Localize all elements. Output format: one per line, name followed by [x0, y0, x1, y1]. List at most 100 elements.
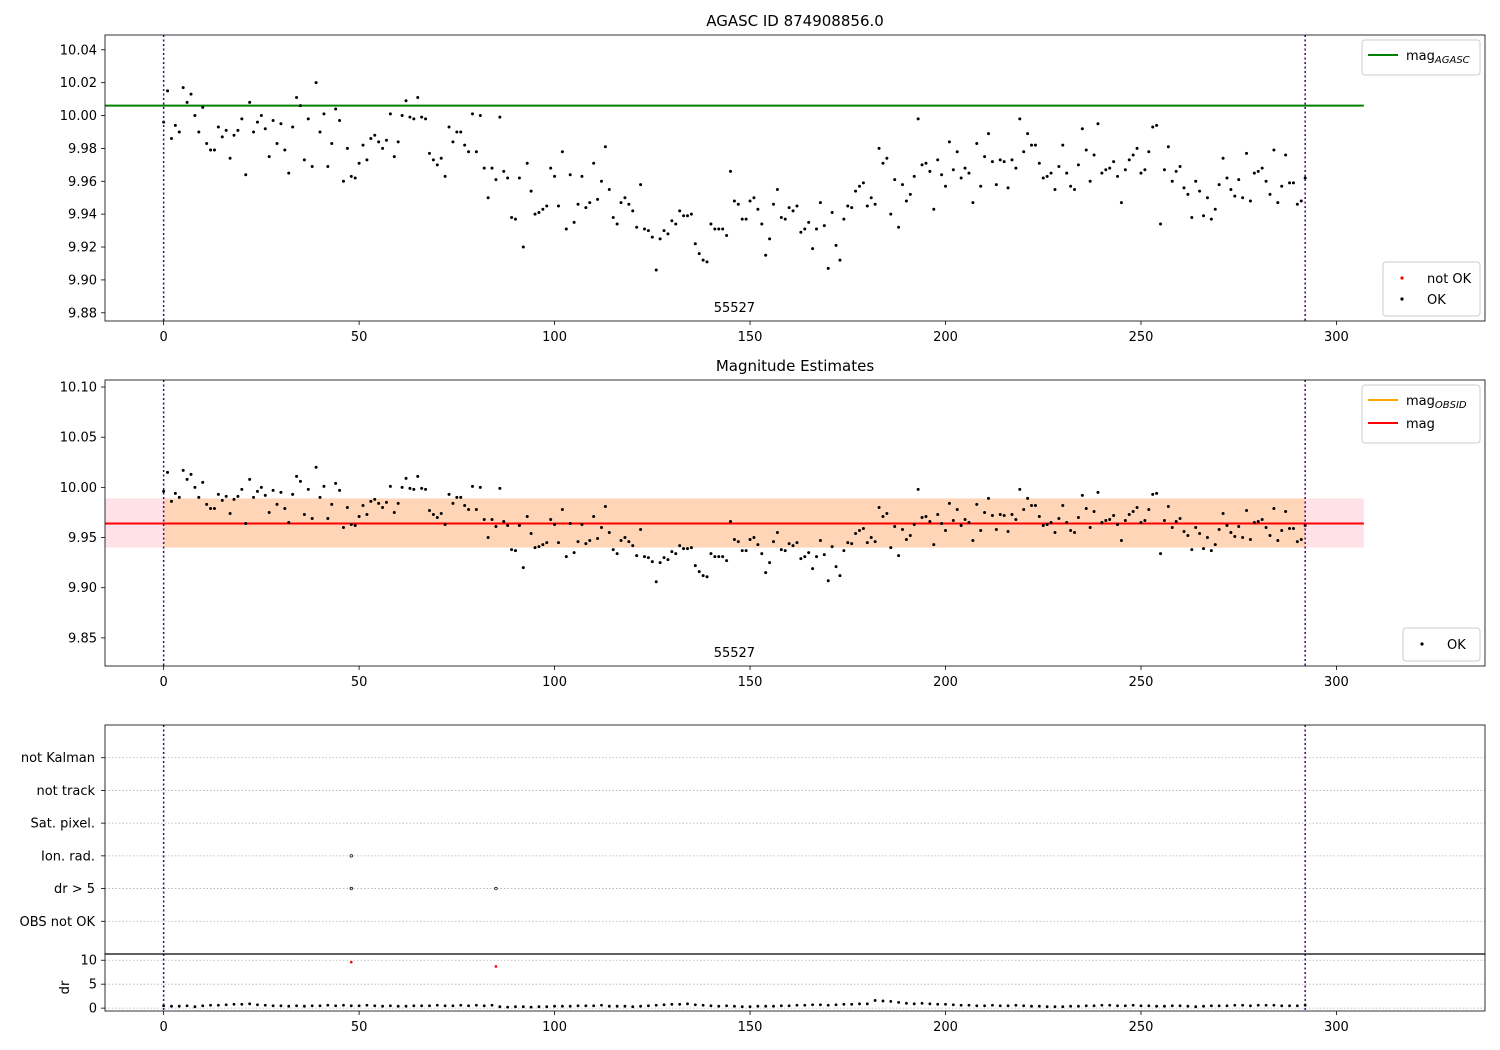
flag-category-label: Ion. rad.: [41, 849, 95, 864]
magnitude-point: [869, 196, 873, 200]
magnitude-point: [205, 502, 209, 506]
magnitude-point: [427, 151, 431, 155]
estimates-axes-frame: [104, 379, 1486, 667]
magnitude-point: [1233, 535, 1237, 539]
magnitude-point: [349, 523, 353, 527]
x-tick-label: 100: [542, 675, 567, 690]
magnitude-point: [650, 560, 654, 564]
magnitude-point: [646, 229, 650, 233]
magnitude-point: [193, 114, 197, 118]
magnitude-point: [541, 207, 545, 211]
magnitude-point: [470, 112, 474, 116]
magnitude-point: [811, 567, 815, 571]
magnitude-point: [955, 507, 959, 511]
magnitude-point: [1303, 176, 1307, 180]
magnitude-point: [603, 145, 607, 149]
magnitude-point: [275, 141, 279, 145]
dr-point: [1022, 1004, 1026, 1008]
magnitude-point: [209, 506, 213, 510]
magnitude-point: [189, 472, 193, 476]
magnitude-point: [1080, 127, 1084, 131]
magnitude-point: [877, 146, 881, 150]
magnitude-point: [408, 115, 412, 119]
dr-point: [646, 1004, 650, 1008]
magnitude-point: [709, 222, 713, 226]
magnitude-point: [1256, 519, 1260, 523]
dr-point: [772, 1004, 775, 1008]
magnitude-point: [416, 474, 420, 478]
magnitude-point: [513, 217, 517, 221]
magnitude-point: [533, 546, 537, 550]
dr-point: [1209, 1004, 1213, 1008]
magnitude-point: [1182, 530, 1186, 534]
dr-point: [803, 1003, 807, 1007]
magnitude-point: [662, 556, 666, 560]
magnitude-point: [1100, 520, 1104, 524]
magnitude-point: [369, 137, 373, 141]
magnitude-point: [967, 171, 971, 175]
dr-point: [959, 1003, 963, 1007]
magnitude-point: [998, 158, 1002, 162]
dr-point: [310, 1004, 314, 1008]
magnitude-point: [439, 511, 443, 515]
magnitude-point: [701, 258, 705, 262]
magnitude-point: [283, 148, 287, 152]
magnitude-point: [1076, 515, 1080, 519]
magnitude-point: [1225, 524, 1229, 528]
magnitude-point: [224, 494, 228, 498]
magnitude-point: [721, 227, 725, 231]
dr-point: [811, 1003, 814, 1007]
magnitude-point: [1248, 538, 1252, 542]
magnitude-point: [1162, 518, 1166, 522]
magnitude-point: [365, 512, 369, 516]
magnitude-point: [404, 476, 408, 480]
y-tick-label: 9.88: [68, 306, 97, 321]
magnitude-point: [877, 505, 881, 509]
magnitude-point: [615, 222, 619, 226]
magnitude-point: [287, 171, 291, 175]
magnitude-point: [556, 541, 560, 545]
dr-point: [529, 1005, 533, 1009]
legend-marker: [1400, 297, 1404, 301]
dr-point: [428, 1004, 431, 1008]
magnitude-point: [1268, 192, 1272, 196]
magnitude-point: [1010, 158, 1014, 162]
magnitude-point: [322, 484, 326, 488]
magnitude-point: [1010, 512, 1014, 516]
magnitude-point: [224, 128, 228, 132]
magnitude-point: [553, 174, 557, 178]
magnitude-point: [1002, 160, 1006, 164]
magnitude-point: [670, 219, 674, 223]
dr-point: [381, 1004, 384, 1008]
magnitude-point: [830, 211, 834, 215]
magnitude-point: [1069, 529, 1073, 533]
magnitude-point: [947, 501, 951, 505]
dr-point: [819, 1003, 822, 1007]
magnitude-point: [1248, 199, 1252, 203]
magnitude-point: [854, 189, 858, 193]
magnitude-point: [693, 242, 697, 246]
dr-point: [1178, 1004, 1182, 1008]
magnitude-point: [799, 230, 803, 234]
magnitude-point: [482, 517, 486, 521]
magnitude-point: [1151, 492, 1155, 496]
magnitude-point: [275, 502, 279, 506]
magnitude-point: [705, 575, 709, 579]
dr-axis-label: dr: [58, 980, 73, 994]
dr-point: [443, 1004, 447, 1008]
magnitude-point: [474, 507, 478, 511]
y-tick-label: 10.02: [60, 76, 97, 91]
magnitude-point: [842, 549, 846, 553]
dr-point: [193, 1005, 197, 1009]
magnitude-point: [1061, 503, 1065, 507]
magnitude-point: [1073, 531, 1077, 535]
magnitude-point: [232, 497, 236, 501]
magnitude-point: [236, 128, 240, 132]
magnitude-point: [944, 529, 948, 533]
magnitude-point: [697, 252, 701, 256]
legend-marker: [1400, 276, 1404, 280]
dr-point: [162, 1004, 166, 1008]
magnitude-point: [1151, 125, 1155, 129]
magnitude-point: [291, 492, 295, 496]
